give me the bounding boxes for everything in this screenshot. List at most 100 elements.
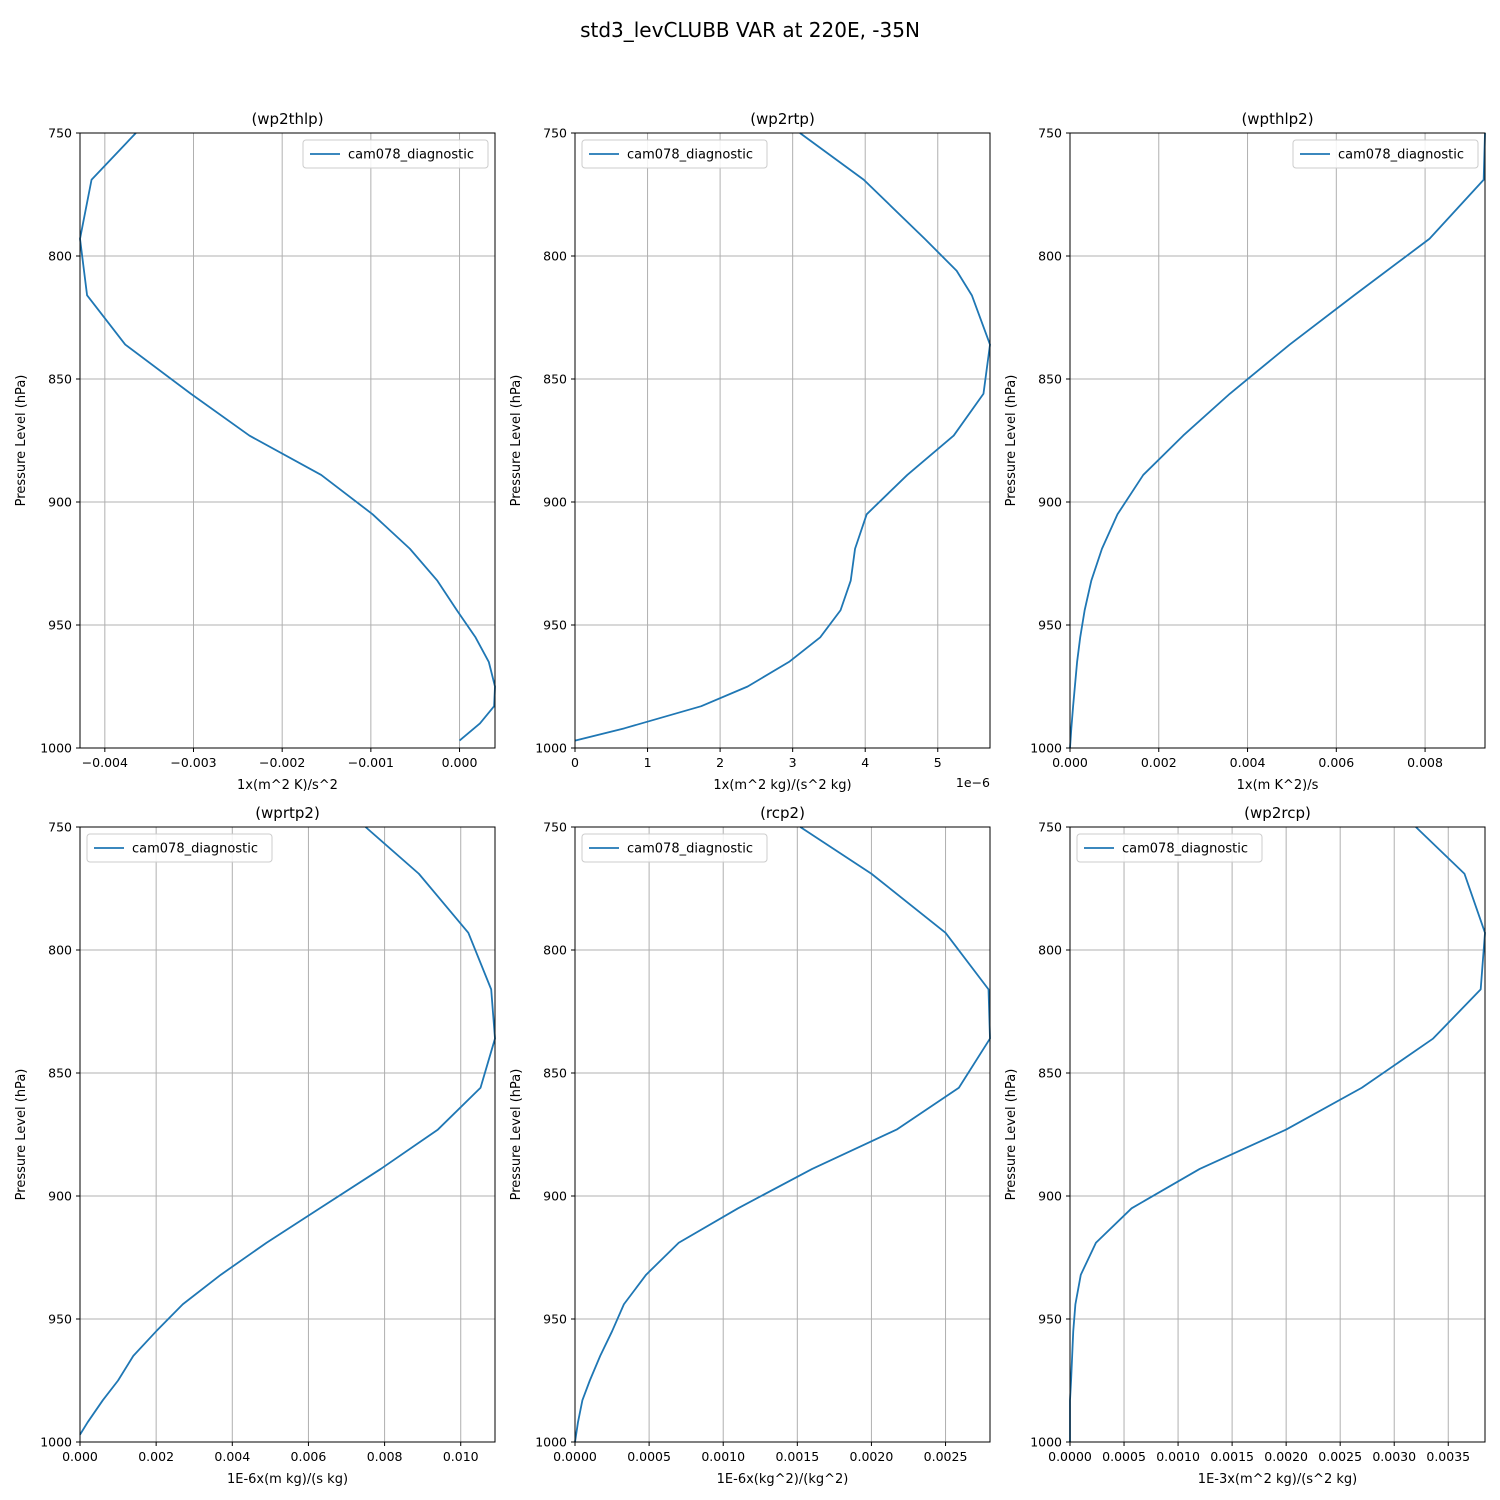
x-tick-label: 0.0025	[924, 1449, 968, 1464]
y-tick-label: 750	[1038, 126, 1062, 141]
x-tick-label: 0.0030	[1372, 1449, 1416, 1464]
x-tick-label: 0.0025	[1318, 1449, 1362, 1464]
x-tick-label: 0.0020	[850, 1449, 894, 1464]
legend-label: cam078_diagnostic	[348, 148, 474, 163]
x-tick-label: 0.000	[1052, 755, 1088, 770]
subplot-3: 0.000 0.002 0.004 0.006 0.008 750 800 850 900 950…	[1004, 110, 1486, 793]
x-axis-label: 1E-6x(kg^2)/(kg^2)	[717, 1472, 849, 1487]
legend-label: cam078_diagnostic	[1338, 148, 1464, 163]
legend: cam078_diagnostic	[581, 833, 768, 863]
y-tick-label: 900	[543, 1189, 567, 1204]
x-tick-label: 0.0035	[1426, 1449, 1470, 1464]
y-tick-label: 800	[1038, 943, 1062, 958]
x-tick-label: 0.006	[1318, 755, 1354, 770]
x-tick-label: 0.002	[1141, 755, 1177, 770]
subplot-title: (wp2rcp)	[1244, 804, 1311, 822]
x-tick-label: 4	[861, 755, 869, 770]
x-tick-label: 0.0010	[1156, 1449, 1200, 1464]
x-tick-label: 0.002	[138, 1449, 174, 1464]
legend: cam078_diagnostic	[581, 139, 768, 169]
x-tick-label: 0.006	[291, 1449, 327, 1464]
y-tick-label: 850	[1038, 1066, 1062, 1081]
legend: cam078_diagnostic	[302, 139, 489, 169]
subplot-title: (wpthlp2)	[1241, 110, 1313, 128]
subplot-title: (wprtp2)	[255, 804, 320, 822]
axes-frame	[79, 826, 496, 1443]
legend-label: cam078_diagnostic	[627, 148, 753, 163]
axes-frame	[574, 132, 991, 749]
axes-frame	[79, 132, 496, 749]
y-tick-label: 950	[1038, 618, 1062, 633]
y-tick-label: 900	[543, 495, 567, 510]
y-tick-label: 900	[48, 1189, 72, 1204]
x-tick-label: 0.0000	[553, 1449, 597, 1464]
y-tick-label: 800	[1038, 249, 1062, 264]
y-tick-label: 1000	[535, 1435, 567, 1450]
legend-label: cam078_diagnostic	[627, 842, 753, 857]
x-tick-label: 5	[934, 755, 942, 770]
axes-frame	[574, 826, 991, 1443]
y-tick-label: 850	[48, 1066, 72, 1081]
legend-box	[86, 833, 273, 863]
y-tick-label: 950	[543, 618, 567, 633]
x-tick-label: 0.000	[62, 1449, 98, 1464]
x-tick-label: 0.0000	[1048, 1449, 1092, 1464]
x-tick-label: 0.0015	[775, 1449, 819, 1464]
legend-box	[1076, 833, 1263, 863]
x-tick-label: −0.002	[259, 755, 305, 770]
y-tick-label: 950	[543, 1312, 567, 1327]
y-tick-label: 750	[48, 126, 72, 141]
y-tick-label: 750	[543, 820, 567, 835]
y-tick-label: 850	[48, 372, 72, 387]
x-tick-label: 0.008	[367, 1449, 403, 1464]
x-tick-label: 0.0010	[701, 1449, 745, 1464]
axes-frame	[1069, 826, 1486, 1443]
y-axis-label: Pressure Level (hPa)	[509, 1069, 524, 1201]
subplot-2: 0 1 2 3 4 5 750 800 850 900 950 1000 1e−6 (wp2rtp) 1x(…	[509, 110, 991, 793]
x-tick-label: 2	[716, 755, 724, 770]
subplot-title: (wp2thlp)	[251, 110, 323, 128]
y-tick-label: 1000	[1030, 1435, 1062, 1450]
y-axis-label: Pressure Level (hPa)	[14, 1069, 29, 1201]
x-tick-label: 0.0020	[1264, 1449, 1308, 1464]
subplot-6: 0.0000 0.0005 0.0010 0.0015 0.0020 0.0025 0.00…	[1004, 804, 1486, 1487]
series-line-cam078_diagnostic	[1069, 132, 1486, 749]
y-tick-label: 850	[543, 1066, 567, 1081]
y-tick-label: 850	[1038, 372, 1062, 387]
series-line-cam078_diagnostic	[79, 826, 496, 1436]
y-tick-label: 1000	[40, 741, 72, 756]
x-tick-label: −0.003	[170, 755, 216, 770]
series-line-cam078_diagnostic	[1069, 826, 1486, 1442]
y-tick-label: 750	[543, 126, 567, 141]
y-tick-label: 800	[48, 249, 72, 264]
legend: cam078_diagnostic	[1076, 833, 1263, 863]
x-tick-label: 0.004	[214, 1449, 250, 1464]
x-axis-label: 1E-6x(m kg)/(s kg)	[227, 1472, 348, 1487]
series-line-cam078_diagnostic	[574, 132, 991, 742]
subplot-1: −0.004 −0.003 −0.002 −0.001 0.000 750 800 850 90…	[14, 110, 496, 793]
x-axis-label: 1x(m^2 kg)/(s^2 kg)	[713, 778, 851, 793]
y-tick-label: 800	[48, 943, 72, 958]
subplot-title: (rcp2)	[760, 804, 805, 822]
y-tick-label: 950	[48, 1312, 72, 1327]
x-tick-label: 0.000	[442, 755, 478, 770]
x-axis-label: 1x(m K^2)/s	[1237, 778, 1319, 793]
y-tick-label: 900	[1038, 1189, 1062, 1204]
y-axis-label: Pressure Level (hPa)	[14, 375, 29, 507]
axes-frame	[1069, 132, 1486, 749]
legend-box	[302, 139, 489, 169]
subplot-4: 0.000 0.002 0.004 0.006 0.008 0.010 750 800 850 9…	[14, 804, 496, 1487]
legend-box	[581, 833, 768, 863]
legend: cam078_diagnostic	[1292, 139, 1479, 169]
x-tick-label: 0.010	[443, 1449, 479, 1464]
y-axis-label: Pressure Level (hPa)	[509, 375, 524, 507]
y-axis-label: Pressure Level (hPa)	[1004, 375, 1019, 507]
subplot-5: 0.0000 0.0005 0.0010 0.0015 0.0020 0.0025 750 8…	[509, 804, 991, 1487]
x-tick-label: 0.004	[1230, 755, 1266, 770]
y-tick-label: 800	[543, 249, 567, 264]
x-tick-label: 0.008	[1407, 755, 1443, 770]
x-tick-label: 3	[789, 755, 797, 770]
x-offset-label: 1e−6	[956, 775, 990, 790]
